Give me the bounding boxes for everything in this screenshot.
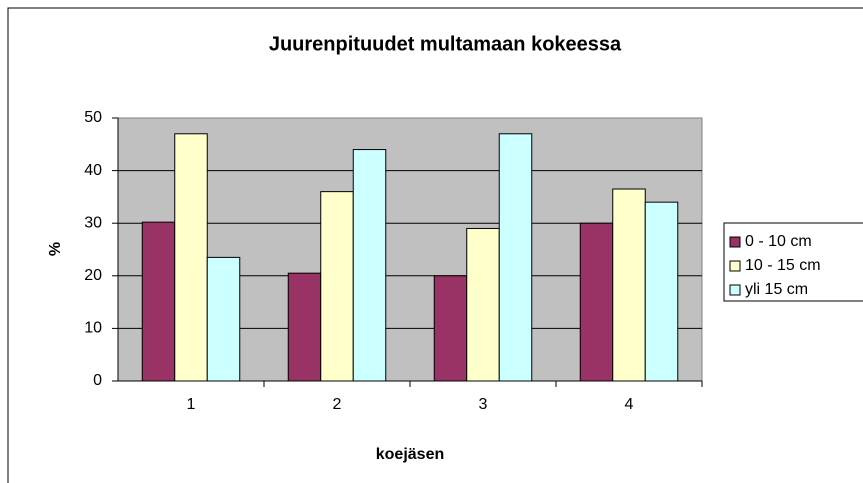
bar: [352, 149, 387, 382]
legend-label: 10 - 15 cm: [745, 257, 821, 274]
y-tick-label: 10: [84, 320, 102, 337]
y-tick-label: 0: [93, 372, 102, 389]
bar: [433, 275, 468, 382]
bar: [644, 201, 679, 382]
y-tick-label: 20: [84, 267, 102, 284]
x-tick-label: 3: [479, 396, 488, 413]
bar: [579, 222, 614, 382]
legend-swatch: [729, 260, 741, 272]
bar: [320, 191, 354, 382]
x-axis-label: koejäsen: [376, 446, 444, 463]
bar: [466, 227, 500, 382]
legend-label: 0 - 10 cm: [745, 233, 812, 250]
y-tick-label: 30: [84, 214, 102, 231]
bar: [141, 221, 176, 382]
legend-swatch: [729, 236, 741, 248]
bar: [174, 133, 208, 382]
y-axis-label: %: [47, 242, 64, 256]
x-tick-label: 2: [333, 396, 342, 413]
y-tick-label: 40: [84, 162, 102, 179]
bar: [287, 272, 322, 382]
bar: [498, 133, 533, 382]
legend: [723, 222, 863, 302]
legend-label: yli 15 cm: [745, 281, 808, 298]
x-tick-label: 1: [187, 396, 196, 413]
x-tick-label: 4: [625, 396, 634, 413]
chart-title: Juurenpituudet multamaan kokeessa: [269, 33, 622, 55]
legend-swatch: [729, 284, 741, 296]
bar: [206, 256, 241, 382]
y-tick-label: 50: [84, 109, 102, 126]
bar: [612, 188, 646, 382]
